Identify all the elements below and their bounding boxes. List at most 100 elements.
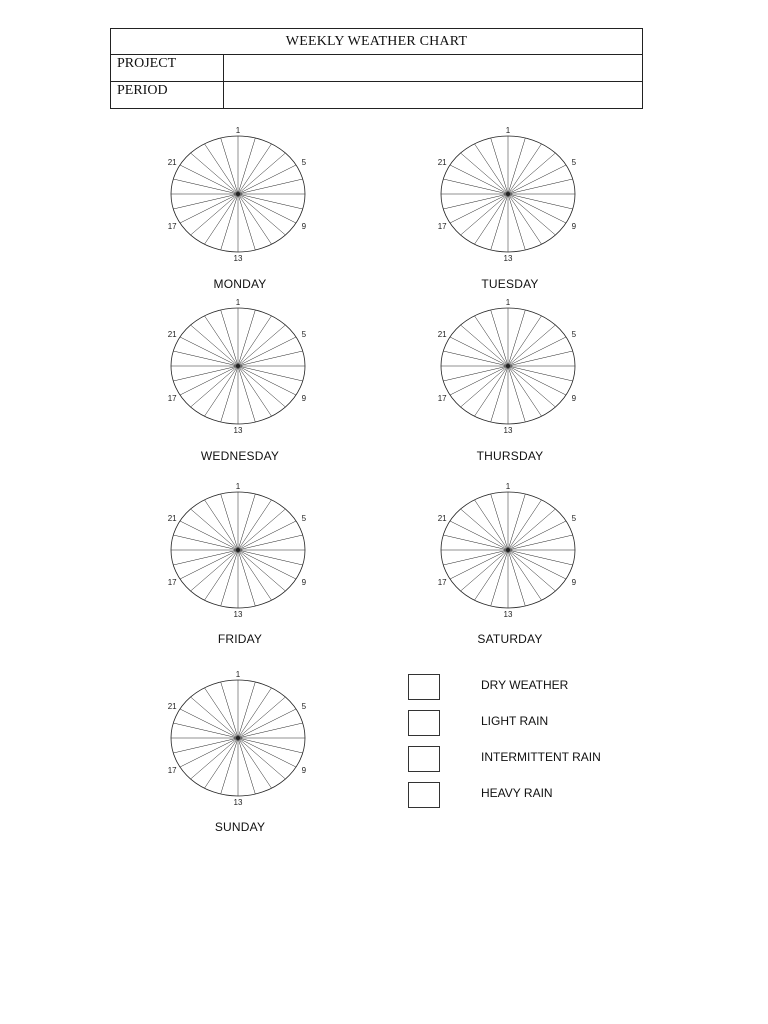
clock-dial[interactable]: 1 5 9 13 17 21 xyxy=(165,122,315,263)
hour-spoke xyxy=(237,737,286,780)
hour-spoke xyxy=(179,164,239,195)
hour-spoke xyxy=(204,499,239,551)
hour-label: 17 xyxy=(168,394,177,403)
hour-spoke xyxy=(490,549,509,607)
hour-label: 21 xyxy=(168,330,177,339)
hour-spoke xyxy=(173,178,239,195)
hour-spoke xyxy=(190,193,239,236)
hour-spoke xyxy=(204,365,239,417)
hour-spoke xyxy=(190,365,239,408)
hour-spoke xyxy=(179,737,239,768)
hour-spoke xyxy=(237,336,297,367)
period-field[interactable] xyxy=(224,82,642,108)
hour-spoke xyxy=(490,193,509,251)
hour-spoke xyxy=(237,549,303,566)
hour-spoke xyxy=(507,365,542,417)
hour-spoke xyxy=(237,315,272,367)
hour-spoke xyxy=(237,549,286,592)
hour-label: 21 xyxy=(438,514,447,523)
dial-hub xyxy=(236,192,240,196)
clock-dial[interactable]: 1 5 9 13 17 21 xyxy=(165,666,315,807)
day-label-saturday: SATURDAY xyxy=(477,632,543,646)
period-label: PERIOD xyxy=(111,82,224,108)
dial-hub xyxy=(506,548,510,552)
hour-spoke xyxy=(449,365,509,396)
hour-spoke xyxy=(173,549,239,566)
project-field[interactable] xyxy=(224,55,642,81)
hour-label: 1 xyxy=(506,482,511,491)
hour-spoke xyxy=(507,493,526,551)
hour-spoke xyxy=(237,193,303,210)
clock-dial[interactable]: 1 5 9 13 17 21 xyxy=(435,122,585,263)
dry-weather-checkbox[interactable] xyxy=(408,674,440,700)
hour-spoke xyxy=(220,737,239,795)
dial-tuesday: 1 5 9 13 17 21 TUESDAY xyxy=(435,122,645,302)
dial-monday: 1 5 9 13 17 21 MONDAY xyxy=(165,122,375,302)
hour-spoke xyxy=(460,365,509,408)
hour-spoke xyxy=(190,737,239,780)
hour-label: 5 xyxy=(302,514,307,523)
hour-label: 17 xyxy=(438,222,447,231)
clock-dial[interactable]: 1 5 9 13 17 21 xyxy=(435,478,585,619)
hour-spoke xyxy=(220,137,239,195)
hour-spoke xyxy=(237,324,286,367)
hour-spoke xyxy=(190,324,239,367)
header-table: WEEKLY WEATHER CHART PROJECT PERIOD xyxy=(110,28,643,109)
hour-spoke xyxy=(237,696,286,739)
hour-spoke xyxy=(220,193,239,251)
hour-spoke xyxy=(443,350,509,367)
hour-label: 9 xyxy=(572,578,577,587)
hour-spoke xyxy=(449,549,509,580)
hour-spoke xyxy=(449,193,509,224)
hour-spoke xyxy=(237,499,272,551)
legend-label: LIGHT RAIN xyxy=(481,714,549,728)
hour-spoke xyxy=(507,143,542,195)
dial-hub xyxy=(236,364,240,368)
hour-spoke xyxy=(237,722,303,739)
hour-label: 13 xyxy=(504,254,513,263)
hour-spoke xyxy=(460,508,509,551)
clock-dial[interactable]: 1 5 9 13 17 21 xyxy=(435,294,585,435)
hour-spoke xyxy=(237,708,297,739)
hour-spoke xyxy=(237,193,297,224)
intermittent-rain-checkbox[interactable] xyxy=(408,746,440,772)
hour-spoke xyxy=(507,520,567,551)
hour-spoke xyxy=(449,164,509,195)
hour-spoke xyxy=(237,549,272,601)
hour-spoke xyxy=(237,365,303,382)
hour-spoke xyxy=(460,549,509,592)
clock-dial[interactable]: 1 5 9 13 17 21 xyxy=(165,294,315,435)
light-rain-checkbox[interactable] xyxy=(408,710,440,736)
chart-title: WEEKLY WEATHER CHART xyxy=(111,29,642,55)
hour-spoke xyxy=(507,193,556,236)
hour-spoke xyxy=(237,193,272,245)
hour-spoke xyxy=(507,324,556,367)
hour-spoke xyxy=(237,350,303,367)
hour-spoke xyxy=(173,534,239,551)
hour-spoke xyxy=(173,722,239,739)
day-label-tuesday: TUESDAY xyxy=(481,277,539,291)
hour-spoke xyxy=(173,350,239,367)
heavy-rain-checkbox[interactable] xyxy=(408,782,440,808)
hour-spoke xyxy=(190,508,239,551)
hour-label: 1 xyxy=(236,126,241,135)
hour-spoke xyxy=(204,193,239,245)
hour-label: 5 xyxy=(572,514,577,523)
hour-spoke xyxy=(507,549,567,580)
period-value-cell xyxy=(224,82,642,108)
hour-spoke xyxy=(220,365,239,423)
day-label-sunday: SUNDAY xyxy=(214,820,266,834)
hour-spoke xyxy=(179,193,239,224)
hour-spoke xyxy=(237,365,272,417)
hour-spoke xyxy=(204,737,239,789)
hour-spoke xyxy=(507,499,542,551)
clock-dial[interactable]: 1 5 9 13 17 21 xyxy=(165,478,315,619)
hour-spoke xyxy=(237,164,297,195)
hour-spoke xyxy=(173,193,239,210)
hour-label: 9 xyxy=(302,766,307,775)
hour-spoke xyxy=(507,350,573,367)
hour-spoke xyxy=(237,137,256,195)
hour-spoke xyxy=(507,336,567,367)
hour-spoke xyxy=(507,137,526,195)
hour-spoke xyxy=(507,315,542,367)
